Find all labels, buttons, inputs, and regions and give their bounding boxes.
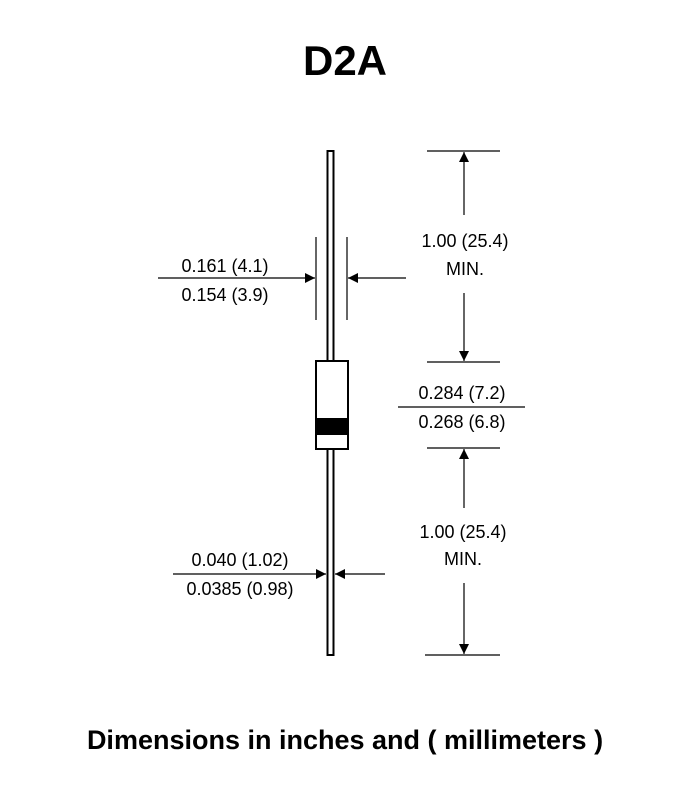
body-diameter-min-label: 0.154 (3.9) [181, 285, 268, 305]
top-lead [326, 150, 335, 362]
body-length-max-label: 0.284 (7.2) [418, 383, 505, 403]
lead-diameter-min-label: 0.0385 (0.98) [186, 579, 293, 599]
diode-body [315, 360, 349, 450]
bottom-lead-min-label: MIN. [444, 549, 482, 569]
top-lead-min-label: MIN. [446, 259, 484, 279]
cathode-band [316, 418, 348, 435]
top-lead-length-label: 1.00 (25.4) [421, 231, 508, 251]
bottom-lead-length-label: 1.00 (25.4) [419, 522, 506, 542]
diode-outline [315, 150, 349, 656]
body-length-min-label: 0.268 (6.8) [418, 412, 505, 432]
dimension-lines [158, 150, 525, 656]
units-footer: Dimensions in inches and ( millimeters ) [87, 725, 603, 755]
lead-diameter-max-label: 0.040 (1.02) [191, 550, 288, 570]
package-title: D2A [303, 37, 387, 84]
bottom-lead [326, 448, 335, 656]
body-diameter-max-label: 0.161 (4.1) [181, 256, 268, 276]
